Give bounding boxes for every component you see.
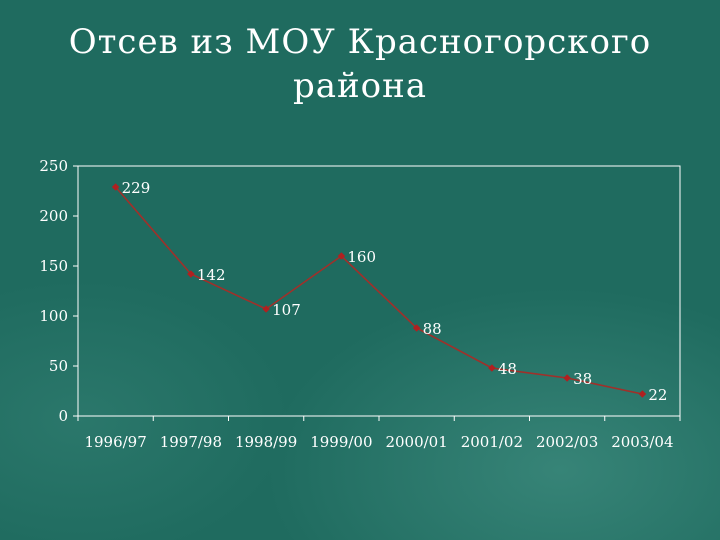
- y-tick-label: 150: [39, 257, 68, 275]
- y-tick-label: 100: [39, 307, 68, 325]
- x-tick-label: 2001/02: [461, 433, 523, 451]
- data-label: 38: [573, 370, 592, 388]
- data-label: 229: [122, 179, 151, 197]
- x-tick-label: 1997/98: [160, 433, 222, 451]
- data-point: [187, 270, 195, 278]
- x-tick-label: 2000/01: [385, 433, 447, 451]
- series-line: [115, 186, 643, 395]
- y-axis: 0 50 100 150 200 250: [39, 157, 78, 425]
- x-tick-label: 1998/99: [235, 433, 297, 451]
- series-group: 229 142 107 160 88 48 38 22: [111, 179, 667, 404]
- data-label: 142: [197, 266, 226, 284]
- x-tick-label: 1996/97: [84, 433, 146, 451]
- data-point: [638, 390, 647, 398]
- y-tick-label: 200: [39, 207, 68, 225]
- y-tick-label: 0: [58, 407, 68, 425]
- slide-title: Отсев из МОУ Красногорского района: [0, 20, 720, 108]
- data-point: [111, 183, 120, 191]
- data-label: 22: [648, 386, 667, 404]
- data-point: [412, 324, 421, 332]
- data-point: [262, 305, 270, 313]
- x-tick-label: 2002/03: [536, 433, 598, 451]
- title-line-1: Отсев из МОУ Красногорского: [68, 22, 652, 62]
- data-point: [563, 374, 571, 382]
- x-tick-label: 2003/04: [611, 433, 673, 451]
- data-label: 48: [498, 360, 517, 378]
- title-line-2: района: [292, 66, 428, 106]
- y-tick-label: 250: [39, 157, 68, 175]
- data-label: 88: [423, 320, 442, 338]
- data-point: [337, 252, 346, 260]
- data-label: 107: [272, 301, 301, 319]
- data-point: [488, 364, 496, 372]
- x-axis: 1996/97 1997/98 1998/99 1999/00 2000/01 2001/…: [77, 416, 681, 451]
- y-tick-label: 50: [49, 357, 68, 375]
- data-label: 160: [347, 248, 376, 266]
- x-tick-label: 1999/00: [310, 433, 372, 451]
